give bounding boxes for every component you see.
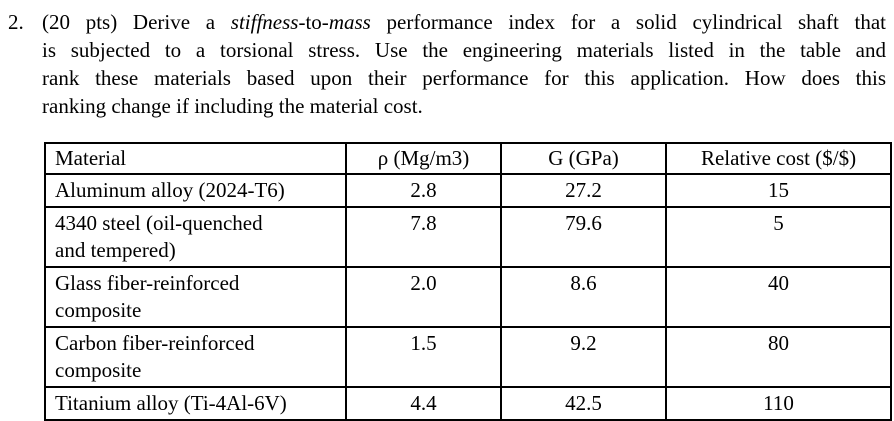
header-shear-modulus: G (GPa) <box>500 142 667 175</box>
problem-line-1: (20 pts) Derive a stiffness-to-mass perf… <box>42 8 886 36</box>
shear-modulus-cell: 9.2 <box>500 326 667 388</box>
material-cell: Glass fiber-reinforced composite <box>44 266 347 328</box>
problem-line-1-italic-stiffness: stiffness <box>230 10 299 34</box>
materials-table: Material ρ (Mg/m3) G (GPa) Relative cost… <box>44 142 892 421</box>
shear-modulus-cell: 79.6 <box>500 206 667 268</box>
cost-cell: 5 <box>665 206 892 268</box>
material-cell: Carbon fiber-reinforced composite <box>44 326 347 388</box>
table-header-row: Material ρ (Mg/m3) G (GPa) Relative cost… <box>44 142 892 175</box>
table-row-aluminum: Aluminum alloy (2024-T6) 2.8 27.2 15 <box>44 173 892 208</box>
table-row-glass-fiber: Glass fiber-reinforced composite 2.0 8.6… <box>44 266 892 328</box>
material-cell: Titanium alloy (Ti-4Al-6V) <box>44 386 347 421</box>
table-row-steel: 4340 steel (oil-quenched and tempered) 7… <box>44 206 892 268</box>
header-density: ρ (Mg/m3) <box>345 142 502 175</box>
table-row-titanium: Titanium alloy (Ti-4Al-6V) 4.4 42.5 110 <box>44 386 892 421</box>
density-cell: 2.8 <box>345 173 502 208</box>
problem-line-1-mid: -to- <box>298 10 329 34</box>
density-cell: 2.0 <box>345 266 502 328</box>
shear-modulus-cell: 27.2 <box>500 173 667 208</box>
cost-cell: 40 <box>665 266 892 328</box>
density-cell: 4.4 <box>345 386 502 421</box>
problem-text: (20 pts) Derive a stiffness-to-mass perf… <box>42 8 886 120</box>
material-cell: Aluminum alloy (2024-T6) <box>44 173 347 208</box>
problem-statement: 2. (20 pts) Derive a stiffness-to-mass p… <box>8 8 886 120</box>
density-cell: 1.5 <box>345 326 502 388</box>
cost-cell: 15 <box>665 173 892 208</box>
problem-number: 2. <box>8 10 24 34</box>
header-relative-cost: Relative cost ($/$) <box>665 142 892 175</box>
table-row-carbon-fiber: Carbon fiber-reinforced composite 1.5 9.… <box>44 326 892 388</box>
problem-line-1-italic-mass: mass <box>328 10 371 34</box>
problem-line-1-post: performance index for a solid cylindrica… <box>370 10 886 34</box>
material-cell: 4340 steel (oil-quenched and tempered) <box>44 206 347 268</box>
shear-modulus-cell: 8.6 <box>500 266 667 328</box>
cost-cell: 110 <box>665 386 892 421</box>
cost-cell: 80 <box>665 326 892 388</box>
problem-line-4: ranking change if including the material… <box>42 94 423 118</box>
problem-line-1-pre: (20 pts) Derive a <box>42 10 231 34</box>
problem-line-2: is subjected to a torsional stress. Use … <box>42 38 886 62</box>
header-material: Material <box>44 142 347 175</box>
shear-modulus-cell: 42.5 <box>500 386 667 421</box>
density-cell: 7.8 <box>345 206 502 268</box>
problem-line-3: rank these materials based upon their pe… <box>42 66 886 90</box>
